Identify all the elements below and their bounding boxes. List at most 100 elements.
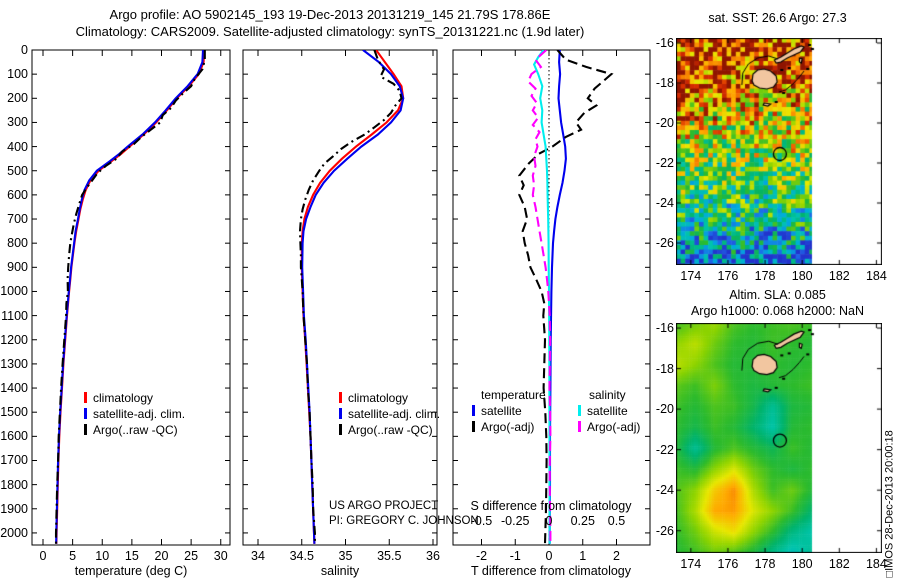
depth-tick-label: 1400 [0, 381, 28, 396]
depth-tick-label: 1900 [0, 501, 28, 516]
sst-lat-tick-label: -26 [655, 236, 674, 250]
depth-tick-label: 1700 [0, 453, 28, 468]
sla-map-title-line1: Altim. SLA: 0.085 [729, 288, 826, 302]
salinity-series-satellite_adj [301, 50, 405, 544]
temperature-x-tick-label: 10 [95, 549, 110, 563]
diff-legend-item: satellite [587, 404, 628, 418]
depth-tick-label: 300 [7, 115, 28, 130]
depth-tick-label: 500 [7, 163, 28, 178]
difference-plot: temperature satellite Argo(-adj) salinity sa… [452, 49, 651, 546]
temperature-series-climatology [55, 50, 206, 544]
salinity-plot: climatology satellite-adj. clim. Argo(..ra… [242, 49, 440, 546]
difference-series-t_satellite [548, 50, 567, 544]
sst-lon-tick-label: 174 [680, 269, 702, 283]
sst-lat-tick-label: -18 [655, 76, 674, 90]
diff-legend-item: Argo(-adj) [587, 420, 640, 434]
salinity-legend-item: Argo(..raw -QC) [348, 423, 433, 437]
depth-tick-label: 0 [21, 43, 28, 57]
pi-label: PI: GREGORY C. JOHNSON [329, 515, 479, 527]
diff-legend-salinity-header: salinity [589, 388, 626, 402]
difference-series-t_argo [518, 50, 614, 544]
sla-lon-tick-label: 182 [828, 557, 850, 571]
depth-tick-label: 400 [7, 139, 28, 154]
sst-map-canvas [676, 38, 882, 265]
diff-legend-item: satellite [481, 404, 522, 418]
depth-tick-label: 200 [7, 91, 28, 106]
sla-lat-tick-label: -16 [655, 321, 674, 336]
depth-tick-label: 1500 [0, 405, 28, 420]
watermark-timestamp: □IMOS 28-Dec-2013 20:00:18 [883, 430, 896, 578]
sla-lat-tick-label: -20 [655, 402, 674, 417]
depth-tick-label: 100 [7, 67, 28, 82]
figure-title-line2: Climatology: CARS2009. Satellite-adjuste… [75, 24, 585, 39]
s-difference-tick-label: -0.5 [470, 514, 493, 528]
s-difference-tick-label: 0.5 [607, 514, 626, 528]
sst-lon-tick-label: 178 [754, 269, 776, 283]
sst-lon-tick-label: 182 [828, 269, 850, 283]
depth-tick-label: 1000 [0, 284, 28, 299]
salinity-axis-title: salinity [320, 564, 360, 578]
temperature-x-tick-label: 30 [213, 549, 228, 563]
sla-lon-tick-label: 176 [717, 557, 739, 571]
sla-lon-tick-label: 184 [865, 557, 887, 571]
difference-x-tick-label: 0 [545, 549, 553, 563]
temperature-x-tick-label: 5 [69, 549, 77, 563]
salinity-x-tick-label: 34.5 [289, 549, 314, 563]
t-difference-axis-title: T difference from climatology [470, 564, 632, 578]
sla-lat-tick-label: -24 [655, 483, 674, 498]
depth-tick-label: 900 [7, 260, 28, 275]
difference-x-tick-label: -2 [475, 549, 488, 563]
sla-lat-tick-label: -22 [655, 442, 674, 457]
sla-map-canvas [676, 323, 882, 553]
temperature-plot: climatology satellite-adj. clim. Argo(..ra… [31, 49, 231, 546]
depth-tick-label: 1100 [1, 308, 28, 323]
depth-tick-label: 2000 [0, 525, 28, 540]
salinity-x-tick-label: 34 [251, 549, 265, 563]
temperature-x-tick-label: 15 [124, 549, 139, 563]
salinity-x-tick-label: 35 [338, 549, 353, 563]
depth-tick-label: 1300 [0, 356, 28, 371]
temperature-axis-title: temperature (deg C) [74, 564, 188, 578]
sla-lat-tick-label: -26 [655, 523, 674, 538]
temperature-series-argo_raw [54, 50, 206, 544]
s-difference-tick-label: -0.25 [501, 514, 530, 528]
depth-tick-label: 1200 [0, 332, 28, 347]
depth-tick-label: 600 [7, 187, 28, 202]
figure-title-line1: Argo profile: AO 5902145_193 19-Dec-2013… [109, 7, 551, 22]
temperature-x-tick-label: 0 [39, 549, 47, 563]
sst-lon-tick-label: 176 [717, 269, 739, 283]
temperature-x-tick-label: 20 [154, 549, 169, 563]
s-difference-tick-label: 0.25 [570, 514, 595, 528]
diff-legend-temperature-header: temperature [481, 388, 546, 402]
sst-lon-tick-label: 180 [791, 269, 813, 283]
difference-x-tick-label: 1 [579, 549, 587, 563]
difference-series-s_argo [526, 50, 552, 544]
depth-tick-label: 1800 [0, 477, 28, 492]
sla-lon-tick-label: 174 [680, 557, 702, 571]
depth-tick-label: 1600 [0, 429, 28, 444]
sla-lon-tick-label: 180 [791, 557, 813, 571]
salinity-x-tick-label: 36 [426, 549, 440, 563]
sst-lat-tick-label: -24 [655, 196, 674, 210]
depth-tick-label: 800 [7, 236, 28, 251]
salinity-legend-item: climatology [348, 391, 408, 405]
sla-lon-tick-label: 178 [754, 557, 776, 571]
s-difference-tick-label: 0 [545, 514, 553, 528]
us-argo-project-label: US ARGO PROJECT [329, 500, 439, 512]
sla-map-title-line2: Argo h1000: 0.068 h2000: NaN [690, 304, 865, 318]
temperature-legend-item: Argo(..raw -QC) [93, 423, 178, 437]
temperature-x-tick-label: 25 [184, 549, 199, 563]
salinity-x-tick-label: 35.5 [377, 549, 402, 563]
salinity-legend-item: satellite-adj. clim. [348, 407, 440, 421]
diff-legend-item: Argo(-adj) [481, 420, 534, 434]
difference-x-tick-label: 2 [613, 549, 620, 563]
sst-lat-tick-label: -20 [655, 116, 674, 130]
s-difference-axis-title: S difference from climatology [470, 499, 632, 513]
temperature-series-satellite_adj [55, 50, 205, 544]
sst-lat-tick-label: -22 [655, 156, 674, 170]
sst-lat-tick-label: -16 [655, 36, 674, 50]
temperature-legend-item: satellite-adj. clim. [93, 407, 185, 421]
temperature-legend-item: climatology [93, 391, 153, 405]
